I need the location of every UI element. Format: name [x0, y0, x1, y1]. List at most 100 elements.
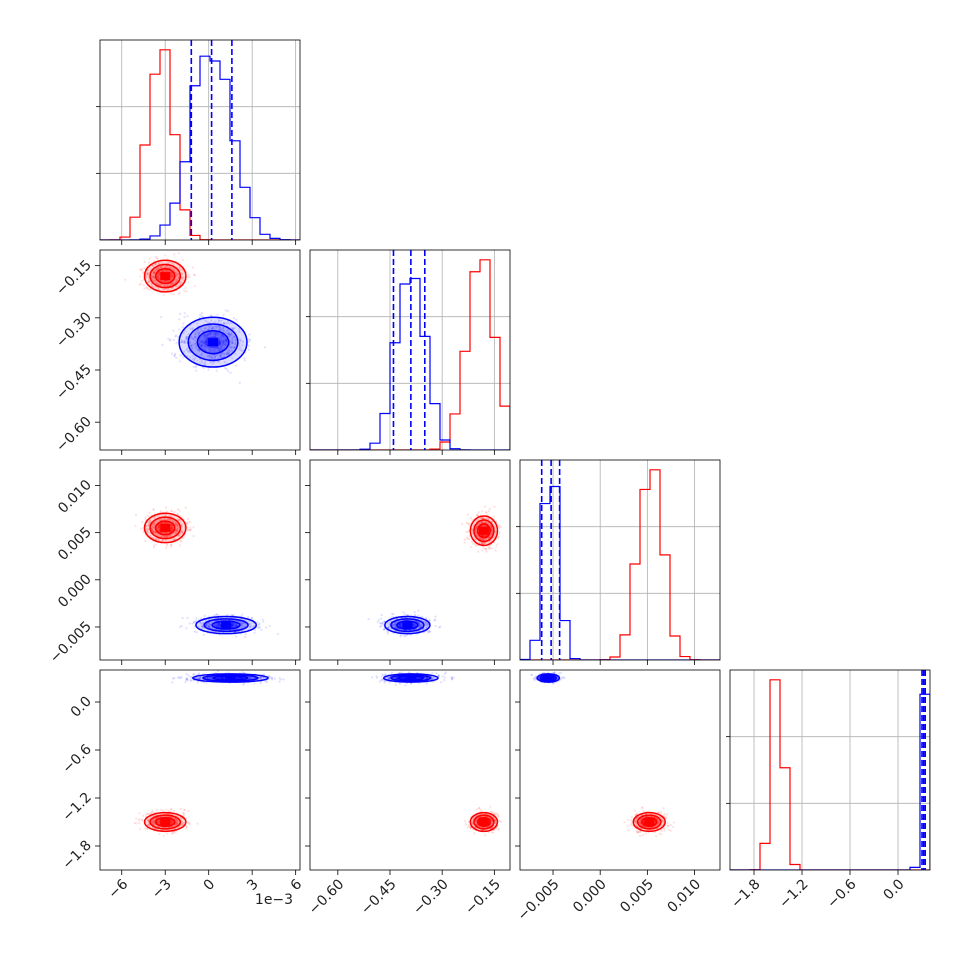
sample-point	[196, 334, 199, 338]
sample-point	[177, 819, 180, 823]
sample-point	[400, 624, 403, 627]
sample-point	[179, 520, 182, 524]
sample-point	[170, 275, 173, 278]
sample-point	[235, 624, 238, 627]
sample-point	[188, 350, 191, 353]
sample-point	[220, 353, 223, 356]
sample-point	[225, 338, 228, 341]
sample-point	[173, 354, 176, 357]
sample-point	[251, 676, 254, 680]
sample-point	[174, 537, 177, 540]
sample-point	[418, 621, 421, 624]
sample-point	[208, 354, 211, 357]
sample-point	[175, 279, 178, 282]
sample-point	[209, 360, 212, 363]
sample-point	[170, 267, 173, 270]
sample-point	[181, 326, 184, 329]
sample-point	[217, 333, 220, 336]
sample-point	[147, 268, 150, 272]
sample-point	[171, 832, 174, 835]
sample-point	[175, 822, 179, 825]
sample-point	[188, 341, 192, 344]
sample-point	[488, 523, 491, 527]
sample-point	[220, 346, 223, 349]
sample-point	[461, 523, 464, 526]
sample-point	[207, 333, 210, 336]
sample-point	[198, 313, 202, 316]
sample-point	[208, 623, 211, 626]
sample-point	[234, 339, 237, 342]
sample-point	[205, 343, 208, 346]
sample-point	[197, 625, 200, 628]
sample-point	[428, 630, 431, 633]
sample-point	[179, 312, 182, 315]
sample-point	[153, 537, 156, 540]
sample-point	[222, 313, 225, 316]
sample-point	[224, 339, 227, 342]
sample-point	[147, 528, 150, 531]
sample-point	[198, 343, 201, 346]
sample-point	[205, 341, 208, 344]
panel-plot-area	[134, 506, 280, 639]
sample-point	[173, 253, 176, 256]
sample-point	[180, 339, 183, 342]
sample-point	[182, 822, 185, 826]
sample-point	[229, 333, 232, 336]
sample-point	[181, 276, 185, 279]
sample-point	[147, 528, 150, 531]
sample-point	[471, 542, 474, 545]
sample-point	[198, 361, 201, 364]
density-contour	[143, 259, 187, 293]
sample-point	[223, 353, 226, 356]
sample-point	[175, 270, 178, 273]
sample-point	[153, 276, 156, 279]
sample-point	[178, 509, 181, 512]
sample-point	[494, 549, 497, 552]
sample-point	[241, 341, 245, 344]
sample-point	[420, 624, 423, 627]
sample-point	[153, 271, 156, 274]
sample-point	[215, 623, 218, 626]
sample-point	[244, 635, 247, 639]
sample-point	[487, 547, 490, 550]
sample-point	[191, 328, 194, 331]
sample-point	[174, 528, 177, 532]
sample-point	[152, 819, 155, 823]
panel-3-3	[726, 669, 931, 875]
sample-point	[238, 342, 241, 345]
sample-point	[202, 341, 205, 344]
sample-point	[152, 271, 155, 274]
sample-point	[156, 526, 160, 530]
sample-point	[176, 529, 179, 532]
sample-point	[218, 625, 221, 628]
sample-point	[474, 543, 477, 546]
sample-point	[176, 676, 180, 679]
sample-point	[163, 522, 166, 525]
sample-point	[218, 349, 221, 353]
sample-point	[417, 614, 420, 617]
sample-point	[154, 817, 157, 821]
sample-point	[155, 817, 158, 820]
sample-point	[170, 271, 173, 274]
sample-point	[399, 624, 402, 627]
sample-point	[190, 336, 193, 339]
sample-point	[482, 517, 485, 520]
sample-point	[222, 343, 225, 346]
sample-point	[236, 624, 239, 627]
sample-point	[466, 513, 470, 516]
sample-point	[215, 346, 218, 349]
sample-point	[169, 528, 172, 531]
sample-point	[182, 340, 185, 343]
sample-point	[158, 525, 161, 528]
sample-point	[470, 540, 473, 543]
sample-point	[170, 529, 174, 532]
sample-point	[233, 335, 236, 339]
sample-point	[194, 336, 197, 339]
sample-point	[230, 341, 234, 344]
sample-point	[174, 521, 177, 524]
sample-point	[154, 268, 157, 271]
sample-point	[157, 526, 160, 529]
sample-point	[202, 348, 205, 351]
sample-point	[208, 356, 211, 359]
sample-point	[175, 528, 178, 531]
